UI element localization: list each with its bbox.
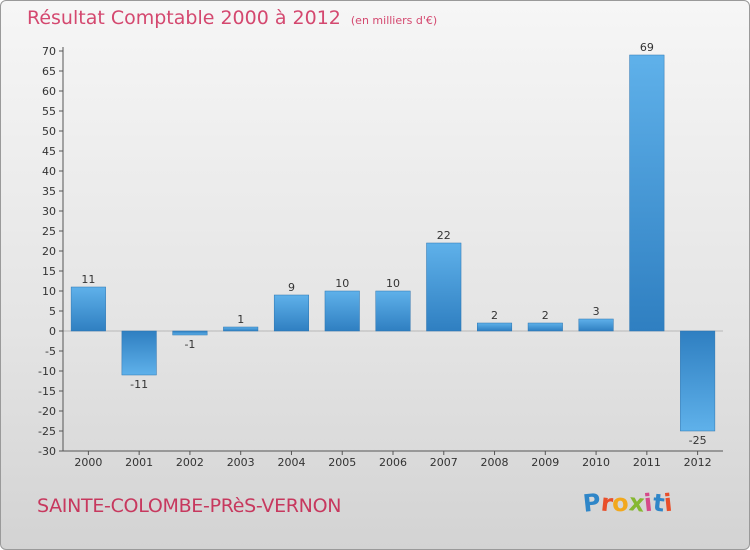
x-tick-label-2011: 2011 (633, 456, 661, 469)
bar-2007 (426, 242, 462, 332)
y-tick-label: -15 (38, 385, 56, 398)
value-label-2007: 22 (437, 229, 451, 242)
y-tick-label: 35 (42, 185, 56, 198)
y-tick-label: 20 (42, 245, 56, 258)
bar-2002 (172, 330, 208, 336)
bar-2010 (578, 318, 614, 332)
y-tick-label: 10 (42, 285, 56, 298)
value-label-2006: 10 (386, 277, 400, 290)
bar-2009 (527, 322, 563, 332)
value-label-2001: -11 (130, 378, 148, 391)
logo-letter: i (662, 488, 674, 518)
axis-layer: -30 -25 -20 -15 -10 -5 0 5 10 15 20 25 30 35 40 45 50 55 6… (38, 45, 723, 458)
y-tick-label: 40 (42, 165, 56, 178)
value-label-2005: 10 (335, 277, 349, 290)
y-tick-label: -10 (38, 365, 56, 378)
bar-2008 (477, 322, 513, 332)
value-label-2000: 11 (81, 273, 95, 286)
x-tick-label-2012: 2012 (684, 456, 712, 469)
proxiti-logo[interactable]: Proxiti (582, 488, 674, 518)
x-tick-label-2009: 2009 (531, 456, 559, 469)
value-label-2003: 1 (237, 313, 244, 326)
value-label-2012: -25 (689, 434, 707, 447)
x-tick-label-2000: 2000 (74, 456, 102, 469)
bar-2005 (324, 290, 360, 332)
bar-layer (70, 54, 716, 432)
commune-name: SAINTE-COLOMBE-PRèS-VERNON (37, 495, 342, 517)
y-tick-label: -20 (38, 405, 56, 418)
y-tick-label: 70 (42, 45, 56, 58)
y-tick-label: -30 (38, 445, 56, 458)
y-tick-label: -25 (38, 425, 56, 438)
value-label-2002: -1 (184, 338, 195, 351)
y-tick-label: 55 (42, 105, 56, 118)
value-label-2011: 69 (640, 41, 654, 54)
value-label-2010: 3 (593, 305, 600, 318)
x-tick-label-2007: 2007 (430, 456, 458, 469)
x-tick-label-2001: 2001 (125, 456, 153, 469)
x-tick-label-2006: 2006 (379, 456, 407, 469)
x-tick-label-2004: 2004 (277, 456, 305, 469)
x-tick-label-2008: 2008 (481, 456, 509, 469)
bar-2000 (70, 286, 106, 332)
y-tick-label: 25 (42, 225, 56, 238)
y-tick-label: 60 (42, 85, 56, 98)
bar-2011 (629, 54, 665, 332)
x-tick-label-2010: 2010 (582, 456, 610, 469)
y-tick-label: 45 (42, 145, 56, 158)
chart-title: Résultat Comptable 2000 à 2012 (en millie… (27, 7, 437, 29)
y-tick-label: 15 (42, 265, 56, 278)
bar-2012 (680, 330, 716, 432)
y-tick-label: -5 (45, 345, 56, 358)
y-tick-label: 30 (42, 205, 56, 218)
bar-2004 (273, 294, 309, 332)
y-tick-label: 65 (42, 65, 56, 78)
x-tick-label-2002: 2002 (176, 456, 204, 469)
bar-2001 (121, 330, 157, 376)
x-tick-label-2003: 2003 (227, 456, 255, 469)
y-tick-label: 5 (49, 305, 56, 318)
y-tick-label: 50 (42, 125, 56, 138)
bar-2006 (375, 290, 411, 332)
chart-subtitle: (en milliers d'€) (350, 14, 438, 27)
y-tick-label: 0 (49, 325, 56, 338)
value-label-2004: 9 (288, 281, 295, 294)
bar-2003 (223, 326, 259, 332)
label-layer: 11 2000 -11 2001 -1 2002 1 2003 9 2004 10 2005 10 200… (74, 41, 711, 469)
value-label-2008: 2 (491, 309, 498, 322)
chart-title-text: Résultat Comptable 2000 à 2012 (27, 7, 341, 29)
x-tick-label-2005: 2005 (328, 456, 356, 469)
value-label-2009: 2 (542, 309, 549, 322)
